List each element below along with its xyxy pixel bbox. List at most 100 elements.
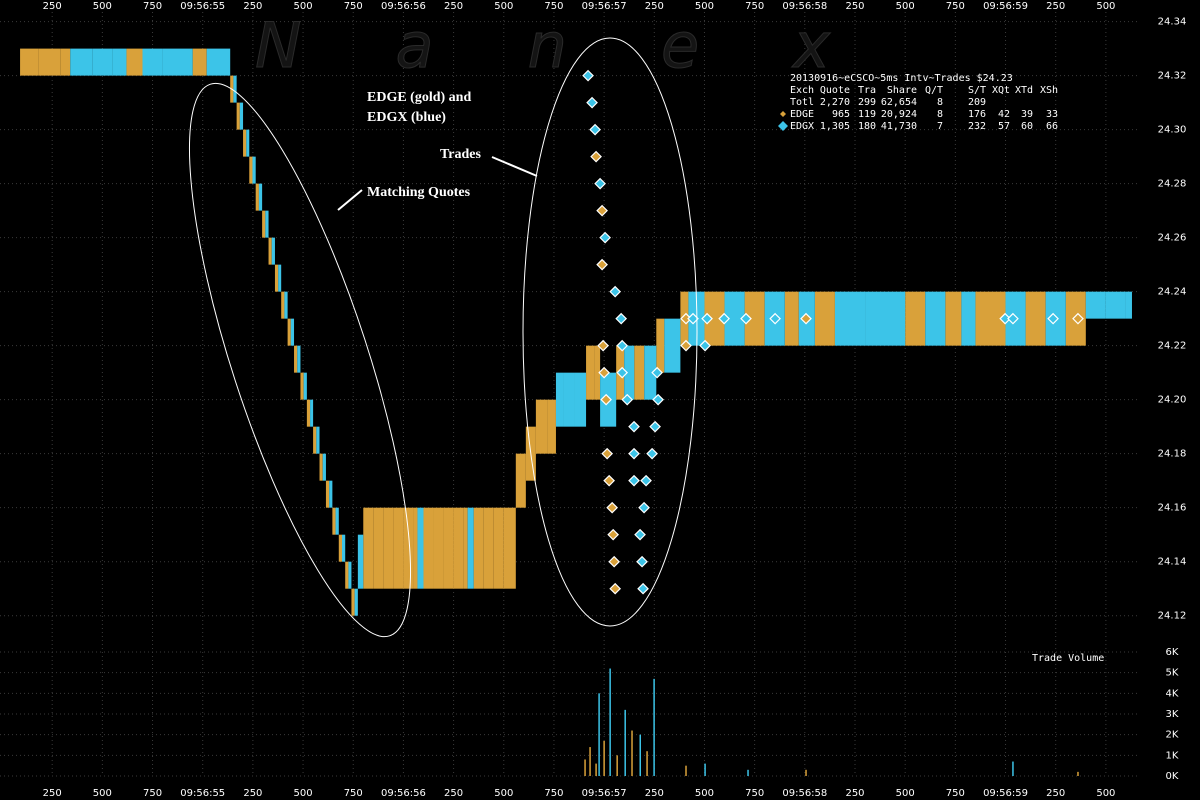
trade-marker	[599, 231, 611, 244]
quote-bar	[413, 507, 418, 589]
legend-label: EDGX	[790, 121, 814, 132]
volume-bar	[584, 759, 586, 776]
quote-bar	[905, 291, 926, 346]
stats-header: XTd	[1015, 85, 1033, 96]
quote-bar	[325, 480, 330, 508]
quote-bar	[814, 291, 835, 346]
trade-marker	[582, 69, 594, 82]
quote-bar	[338, 534, 342, 562]
stats-cell: 232	[968, 121, 986, 132]
quote-bar	[373, 507, 384, 589]
volume-tick-label: 1K	[1166, 750, 1179, 761]
annotation: Matching Quotes	[367, 185, 471, 200]
quote-bar	[634, 345, 645, 400]
volume-bar	[805, 769, 807, 776]
x-tick-label: 500	[494, 788, 513, 799]
trade-marker	[699, 339, 711, 352]
x-tick-label: 09:56:56	[381, 788, 426, 799]
quote-bar	[467, 507, 474, 589]
x-tick-label: 750	[946, 1, 965, 12]
x-tick-label: 09:56:57	[582, 1, 627, 12]
trade-marker	[638, 501, 650, 514]
volume-bar	[624, 709, 626, 776]
y-tick-label: 24.26	[1158, 233, 1187, 244]
trade-marker	[606, 501, 618, 514]
trade-marker	[597, 339, 609, 352]
stats-cell: 8	[937, 109, 943, 120]
trade-marker	[609, 582, 622, 595]
x-tick-label: 500	[1096, 1, 1115, 12]
quote-bar	[162, 48, 193, 76]
quote-bar	[233, 75, 237, 103]
quote-bar	[463, 507, 468, 589]
trade-marker	[607, 528, 619, 541]
x-tick-label: 250	[645, 1, 664, 12]
trade-marker	[687, 312, 699, 325]
quote-bar	[319, 453, 323, 481]
x-tick-label: 500	[294, 788, 313, 799]
x-tick-label: 750	[544, 1, 563, 12]
quote-bar	[563, 372, 575, 427]
volume-bar	[646, 751, 648, 776]
quote-bar	[60, 48, 71, 76]
x-tick-label: 250	[845, 1, 864, 12]
stats-cell: 965	[832, 109, 850, 120]
quote-bar	[574, 372, 587, 427]
stats-cell: 1,305	[820, 121, 850, 132]
trade-marker	[628, 447, 640, 460]
volume-tick-label: 0K	[1166, 771, 1179, 782]
trade-marker	[800, 312, 812, 325]
y-tick-label: 24.14	[1158, 557, 1187, 568]
quote-bar	[351, 588, 355, 616]
stats-header: Exch	[790, 85, 814, 96]
trade-marker	[701, 312, 713, 325]
quote-bar	[303, 372, 307, 400]
legend-marker	[778, 121, 788, 131]
x-tick-label: 750	[745, 788, 764, 799]
quote-bar	[473, 507, 484, 589]
trade-marker	[651, 366, 663, 379]
stats-cell: 2,270	[820, 97, 850, 108]
quote-bar	[271, 237, 275, 265]
stats-cell: 176	[968, 109, 986, 120]
quote-bar	[142, 48, 163, 76]
volume-bar	[595, 763, 597, 776]
x-tick-label: 09:56:55	[180, 788, 225, 799]
quote-bar	[865, 291, 906, 346]
x-tick-label: 500	[294, 1, 313, 12]
quote-bar	[357, 534, 364, 589]
x-tick-label: 250	[845, 788, 864, 799]
x-tick-label: 750	[344, 788, 363, 799]
x-tick-label: 500	[695, 1, 714, 12]
quote-bar	[784, 291, 799, 346]
quote-bar	[1085, 291, 1106, 319]
quote-bar	[300, 372, 304, 400]
stats-cell: 57	[998, 121, 1010, 132]
trade-marker	[586, 96, 598, 109]
y-tick-label: 24.28	[1158, 179, 1187, 190]
x-tick-label: 500	[93, 1, 112, 12]
quote-bar	[255, 183, 259, 211]
volume-bar	[609, 668, 611, 776]
x-tick-label: 09:56:57	[582, 788, 627, 799]
trade-marker	[594, 177, 606, 190]
stats-cell: 20,924	[881, 109, 917, 120]
trades-ellipse	[522, 37, 698, 627]
quote-bar	[433, 507, 444, 589]
quote-bar	[206, 48, 231, 76]
quote-bar	[297, 345, 301, 373]
quote-bar	[112, 48, 127, 76]
stats-cell: 209	[968, 97, 986, 108]
x-tick-label: 09:56:56	[381, 1, 426, 12]
stats-header: Quote	[820, 85, 850, 96]
volume-tick-label: 4K	[1166, 688, 1179, 699]
stats-cell: 62,654	[881, 97, 917, 108]
x-tick-label: 750	[143, 788, 162, 799]
volume-bar	[685, 765, 687, 776]
quote-bar	[724, 291, 745, 346]
x-tick-label: 750	[745, 1, 764, 12]
stats-cell: 39	[1021, 109, 1033, 120]
quote-bar	[547, 399, 556, 454]
trade-marker	[596, 204, 608, 217]
quote-bar	[322, 453, 326, 481]
